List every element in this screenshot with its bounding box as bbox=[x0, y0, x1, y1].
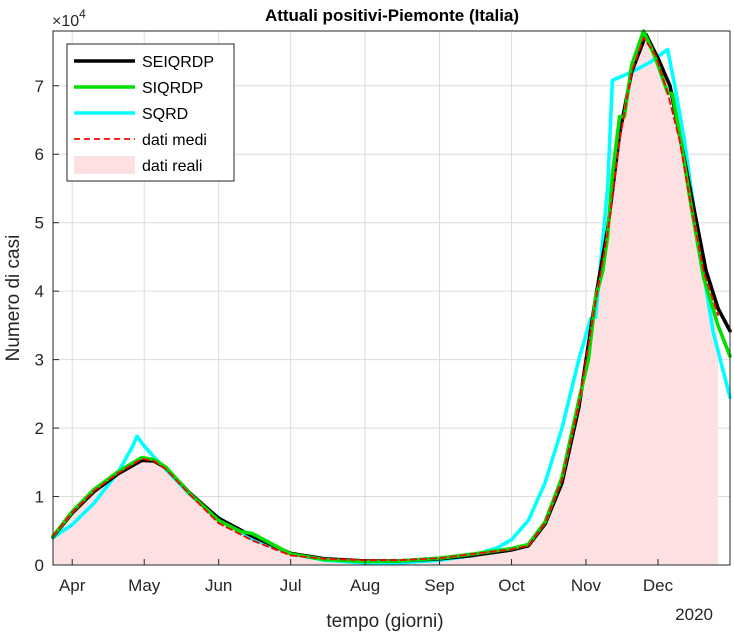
y-exponent-base: ×10 bbox=[52, 13, 79, 30]
series-layer bbox=[51, 29, 732, 565]
legend-swatch bbox=[74, 156, 135, 174]
y-tick-label: 7 bbox=[35, 77, 44, 96]
series-area-dati-reali bbox=[53, 37, 718, 566]
y-tick-label: 5 bbox=[35, 214, 44, 233]
legend-label: dati reali bbox=[142, 158, 202, 175]
y-tick-label: 3 bbox=[35, 351, 44, 370]
x-tick-label: Oct bbox=[498, 576, 525, 595]
x-tick-label: Dec bbox=[643, 576, 674, 595]
tick-layer: Apr May Jun Jul Aug Sep Oct Nov Dec 0 1 2 3 4 5 6 7 bbox=[35, 77, 674, 595]
series-line-dati-medi bbox=[52, 36, 719, 562]
legend-label: SQRD bbox=[142, 106, 188, 123]
x-tick-label: Jun bbox=[205, 576, 232, 595]
x-axis-label: tempo (giorni) bbox=[326, 611, 443, 632]
x-tick-label: Aug bbox=[350, 576, 380, 595]
legend: SEIQRDP SIQRDP SQRD dati medi dati reali bbox=[66, 43, 235, 182]
legend-label: SIQRDP bbox=[142, 80, 203, 97]
y-tick-label: 6 bbox=[35, 145, 44, 164]
y-tick-label: 1 bbox=[35, 488, 44, 507]
chart-title: Attuali positivi-Piemonte (Italia) bbox=[265, 6, 519, 25]
x-tick-label: Sep bbox=[424, 576, 454, 595]
plot-frame bbox=[52, 30, 731, 566]
y-exponent-power: 4 bbox=[79, 7, 86, 21]
y-tick-label: 0 bbox=[35, 556, 44, 575]
legend-label: dati medi bbox=[142, 132, 207, 149]
year-label: 2020 bbox=[675, 605, 713, 624]
x-tick-label: Apr bbox=[59, 576, 86, 595]
y-tick-label: 4 bbox=[35, 282, 44, 301]
y-axis-label: Numero di casi bbox=[3, 235, 24, 362]
x-tick-label: Nov bbox=[571, 576, 602, 595]
y-tick-label: 2 bbox=[35, 419, 44, 438]
area-layer bbox=[53, 37, 718, 566]
y-exponent-label: ×104 bbox=[52, 7, 86, 30]
x-tick-label: May bbox=[128, 576, 161, 595]
x-tick-label: Jul bbox=[280, 576, 302, 595]
legend-label: SEIQRDP bbox=[142, 54, 214, 71]
